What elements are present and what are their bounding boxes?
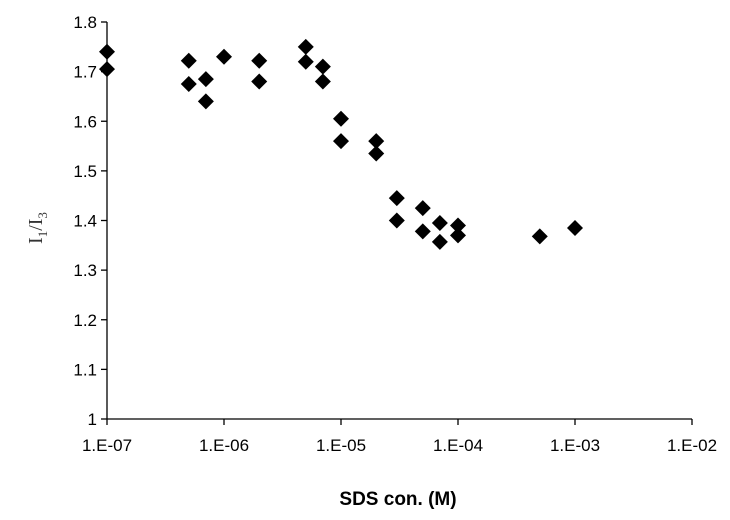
data-point [99,43,115,60]
x-tick-label: 1.E-04 [433,436,483,455]
data-point [388,212,405,229]
x-tick-label: 1.E-06 [199,436,249,455]
data-point [333,110,349,127]
y-tick-label: 1.2 [73,311,97,330]
data-point [251,52,268,69]
data-point [531,228,548,245]
x-tick-label: 1.E-05 [316,436,366,455]
data-point [431,233,448,250]
data-point [180,76,197,93]
y-axis-title-sub2: 3 [35,212,50,219]
data-points [99,38,583,250]
data-point [197,93,214,110]
y-tick-label: 1.6 [73,112,97,131]
y-axis-title: I1/I3 [25,212,50,244]
data-point [314,58,331,75]
data-point [414,200,431,217]
data-point [368,145,385,162]
data-point [368,133,385,150]
data-point [414,223,431,240]
data-point [314,73,331,90]
data-point [431,214,448,231]
y-tick-label: 1.4 [73,212,97,231]
data-point [251,73,268,90]
data-point [297,38,314,55]
y-tick-label: 1.3 [73,261,97,280]
data-point [216,48,232,65]
data-point [180,52,197,69]
x-axis: 1.E-07 1.E-06 1.E-05 1.E-04 1.E-03 1.E-02 [82,418,717,455]
data-point [388,190,405,207]
x-tick-label: 1.E-07 [82,436,132,455]
y-axis: 1 1.1 1.2 1.3 1.4 1.5 1.6 1.7 1.8 [73,13,108,429]
y-tick-label: 1.1 [73,360,97,379]
data-point [99,61,115,78]
data-point [567,219,583,236]
x-axis-title: SDS con. (M) [339,489,456,510]
x-tick-label: 1.E-02 [667,436,717,455]
y-axis-title-i: I [25,237,47,244]
y-axis-title-sub1: 1 [35,231,50,238]
y-tick-label: 1.7 [73,63,97,82]
data-point [450,217,466,234]
y-axis-title-sep: /I [25,219,47,231]
x-tick-label: 1.E-03 [550,436,600,455]
data-point [450,227,466,244]
y-tick-label: 1.5 [73,162,97,181]
data-point [297,53,314,70]
y-tick-label: 1.8 [73,13,97,32]
y-tick-label: 1 [88,410,97,429]
data-point [333,133,349,150]
data-point [197,71,214,88]
